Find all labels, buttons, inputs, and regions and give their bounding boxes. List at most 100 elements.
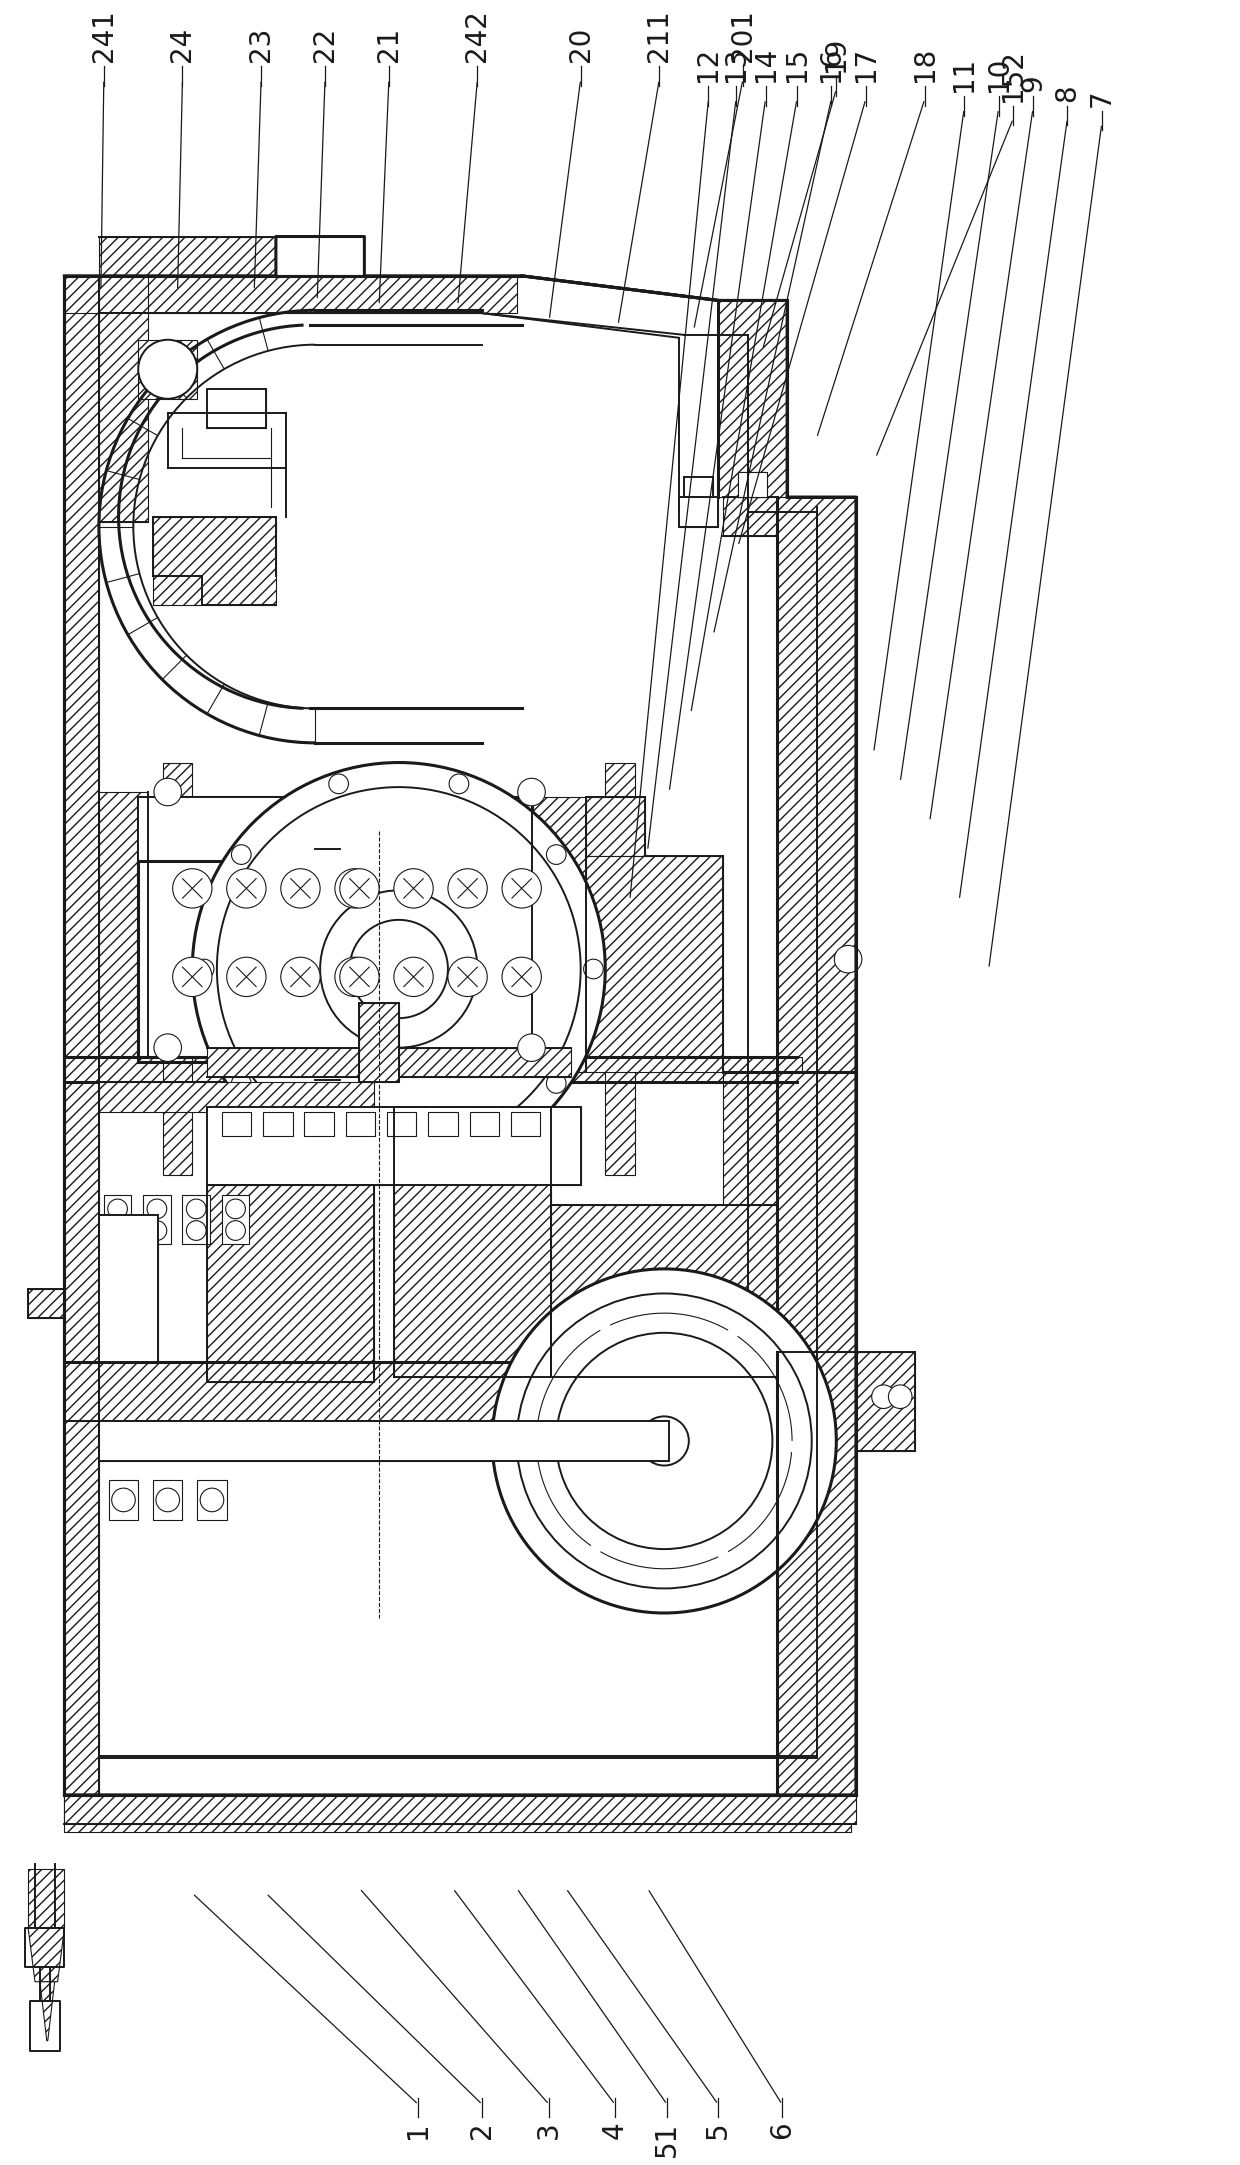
Text: 8: 8 xyxy=(1053,84,1081,102)
Bar xyxy=(138,797,177,1063)
Bar xyxy=(605,762,635,1176)
Bar xyxy=(138,797,532,827)
Bar xyxy=(777,1353,856,1795)
Bar xyxy=(104,1195,131,1245)
Text: 10: 10 xyxy=(985,56,1013,91)
Bar xyxy=(777,1072,856,1353)
Bar xyxy=(856,1353,915,1451)
Circle shape xyxy=(227,868,267,907)
Circle shape xyxy=(835,946,862,972)
Circle shape xyxy=(492,1269,836,1613)
Circle shape xyxy=(200,1487,223,1511)
Bar xyxy=(207,1106,580,1184)
Circle shape xyxy=(172,957,212,996)
Circle shape xyxy=(172,868,212,907)
Bar xyxy=(394,1106,551,1377)
Circle shape xyxy=(112,1487,135,1511)
Bar xyxy=(99,1420,670,1461)
Text: 22: 22 xyxy=(311,28,339,63)
Bar xyxy=(172,929,212,970)
Bar xyxy=(138,862,532,1057)
Text: 16: 16 xyxy=(817,48,846,82)
Text: 24: 24 xyxy=(169,28,196,63)
Bar xyxy=(99,1082,374,1111)
Bar xyxy=(138,340,197,398)
Circle shape xyxy=(427,834,470,877)
Text: 152: 152 xyxy=(999,50,1027,102)
Bar xyxy=(99,236,275,275)
Text: 21: 21 xyxy=(374,28,403,63)
Bar xyxy=(64,1795,851,1832)
Bar xyxy=(222,1195,249,1245)
Circle shape xyxy=(584,959,604,979)
Bar xyxy=(684,478,713,498)
Circle shape xyxy=(888,1386,911,1409)
Bar xyxy=(360,1002,399,1082)
Text: 5: 5 xyxy=(704,2122,733,2139)
Bar xyxy=(109,1481,138,1520)
Circle shape xyxy=(192,762,605,1176)
Bar xyxy=(99,1420,670,1461)
Circle shape xyxy=(547,844,567,864)
Circle shape xyxy=(335,868,374,907)
Bar xyxy=(222,1195,249,1245)
Bar xyxy=(315,849,340,1080)
Bar xyxy=(723,498,777,537)
Bar xyxy=(684,478,713,498)
Text: 241: 241 xyxy=(89,9,118,63)
Bar xyxy=(162,762,192,1176)
Circle shape xyxy=(517,1293,812,1589)
Text: 2: 2 xyxy=(469,2122,496,2139)
Circle shape xyxy=(195,959,215,979)
Text: 13: 13 xyxy=(722,48,750,82)
Text: 14: 14 xyxy=(751,48,780,82)
Circle shape xyxy=(154,777,181,805)
Text: 1: 1 xyxy=(404,2122,433,2139)
Circle shape xyxy=(226,1199,246,1219)
Bar xyxy=(138,862,532,1057)
Circle shape xyxy=(329,775,348,795)
Bar xyxy=(99,1215,157,1362)
Bar xyxy=(387,1111,417,1137)
Polygon shape xyxy=(40,1981,55,2042)
Circle shape xyxy=(448,957,487,996)
Text: 6: 6 xyxy=(769,2122,796,2139)
Text: 51: 51 xyxy=(653,2122,681,2156)
Bar xyxy=(197,1481,227,1520)
Bar xyxy=(680,498,718,526)
Circle shape xyxy=(232,1074,252,1093)
Bar xyxy=(182,1195,210,1245)
Circle shape xyxy=(217,788,580,1152)
Circle shape xyxy=(518,1035,546,1061)
Circle shape xyxy=(362,929,405,970)
Circle shape xyxy=(154,1035,181,1061)
Circle shape xyxy=(547,1074,567,1093)
Bar xyxy=(346,1111,376,1137)
Bar xyxy=(153,517,275,606)
Bar xyxy=(777,498,856,1353)
Bar xyxy=(172,836,212,875)
Text: 19: 19 xyxy=(822,37,851,71)
Text: 18: 18 xyxy=(911,48,939,82)
Circle shape xyxy=(320,890,477,1048)
Bar xyxy=(365,836,404,875)
Text: 17: 17 xyxy=(852,48,880,82)
Bar xyxy=(492,797,532,1063)
Bar xyxy=(304,1111,334,1137)
Bar xyxy=(64,275,99,1795)
Bar xyxy=(585,797,645,855)
Circle shape xyxy=(234,834,278,877)
Circle shape xyxy=(148,1199,166,1219)
Bar xyxy=(237,836,275,875)
Bar xyxy=(738,472,768,498)
Bar xyxy=(99,792,148,1057)
Circle shape xyxy=(872,1386,895,1409)
Circle shape xyxy=(502,957,542,996)
Text: 11: 11 xyxy=(950,56,978,91)
Circle shape xyxy=(186,1221,206,1241)
Circle shape xyxy=(186,1199,206,1219)
Circle shape xyxy=(156,1487,180,1511)
Bar xyxy=(138,1033,532,1063)
Text: 9: 9 xyxy=(1019,74,1047,91)
Bar xyxy=(182,1195,210,1245)
